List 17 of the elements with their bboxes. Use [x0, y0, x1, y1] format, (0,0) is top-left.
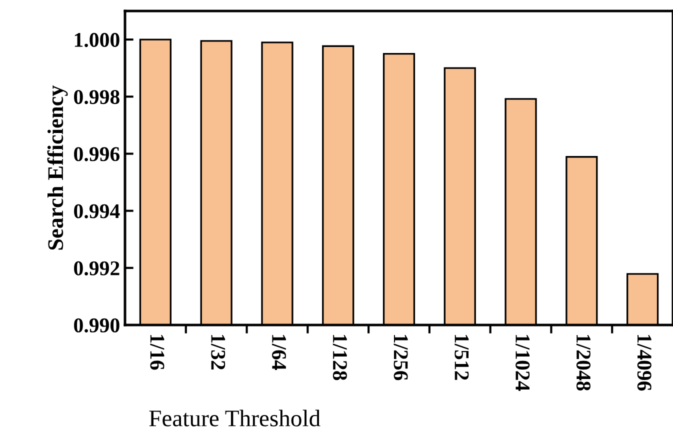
x-tick-label: 1/64: [272, 335, 286, 370]
x-tick-label: 1/256: [394, 335, 408, 380]
x-tick-label: 1/16: [150, 335, 164, 370]
y-tick-label: 0.996: [74, 147, 120, 162]
x-tick-label: 1/128: [332, 335, 347, 380]
x-tick-label: 1/4096: [637, 335, 652, 391]
x-tick-label: 1/2048: [576, 335, 591, 391]
y-tick-label: 0.994: [74, 204, 120, 218]
y-tick-label: 0.998: [74, 90, 120, 104]
x-tick-label: 1/1024: [516, 335, 530, 391]
x-tick-label: 1/32: [211, 335, 226, 370]
x-tick-label: 1/512: [454, 335, 469, 380]
y-tick-label: 0.992: [74, 261, 120, 276]
x-axis-title: Feature Threshold: [149, 410, 320, 426]
y-tick-label: 0.990: [74, 318, 120, 333]
y-axis-title: Search Efficiency: [47, 85, 68, 250]
y-tick-label: 1.000: [74, 32, 120, 48]
